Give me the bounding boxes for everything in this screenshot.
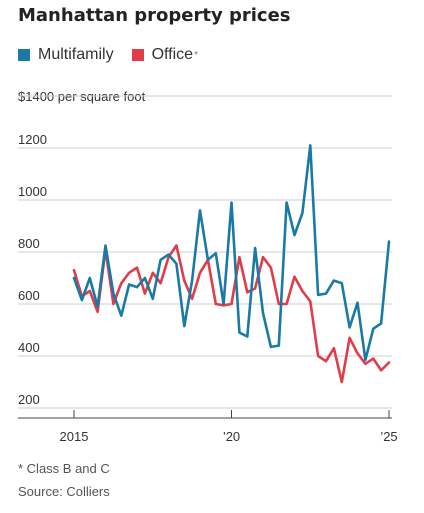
legend-item-multifamily: Multifamily <box>18 46 114 64</box>
legend-label-office: Office <box>151 46 194 63</box>
x-tick-label: 2015 <box>60 429 89 444</box>
chart-title: Manhattan property prices <box>18 5 291 26</box>
y-tick-label: 600 <box>18 288 40 303</box>
x-tick-label: ’20 <box>223 429 240 444</box>
legend-item-office: Office * <box>131 46 198 64</box>
y-tick-label: 200 <box>18 392 40 407</box>
footnote: * Class B and C <box>18 461 110 476</box>
y-tick-label: 400 <box>18 340 40 355</box>
y-tick-label: 1200 <box>18 132 47 147</box>
source-note: Source: Colliers <box>18 484 110 499</box>
y-tick-label: 800 <box>18 236 40 251</box>
x-tick-label: ’25 <box>380 429 397 444</box>
legend-swatch-office <box>131 49 144 61</box>
legend-swatch-multifamily <box>18 49 30 61</box>
legend-label-multifamily: Multifamily <box>38 46 114 63</box>
series-line-office <box>72 244 391 384</box>
legend-footnote-mark: * <box>194 49 198 61</box>
legend: Multifamily Office * <box>18 46 216 64</box>
y-tick-label: 1000 <box>18 184 47 199</box>
series-line-multifamily <box>72 144 391 362</box>
